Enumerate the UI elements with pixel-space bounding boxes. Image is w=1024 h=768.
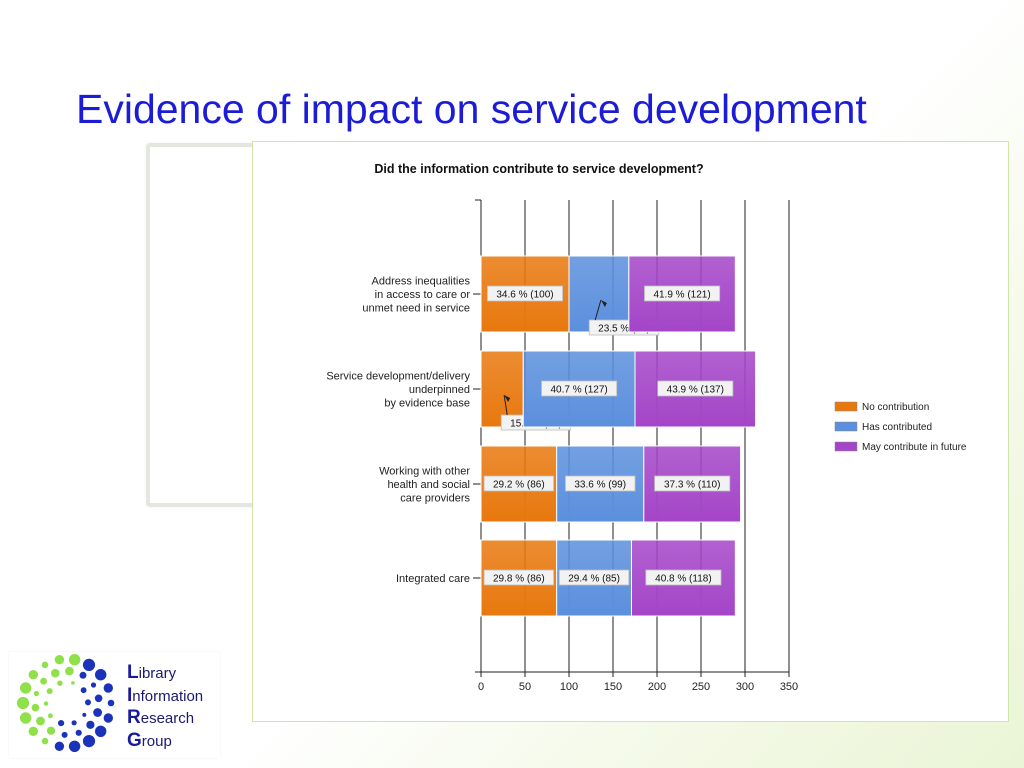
data-label: 37.3 % (110) — [664, 480, 721, 491]
logo-dot — [71, 720, 77, 726]
logo-dot — [20, 682, 32, 694]
logo-dot — [86, 720, 95, 729]
logo-dot — [68, 740, 81, 752]
x-tick-label: 100 — [560, 681, 578, 693]
logo-dot — [43, 701, 49, 706]
logo-dot — [95, 725, 107, 737]
legend-label-has-contributed: Has contributed — [862, 422, 932, 433]
logo-dot — [54, 655, 65, 665]
logo-dot — [57, 680, 63, 686]
logo-dot — [28, 670, 38, 680]
logo-dot — [82, 658, 96, 671]
x-tick-label: 50 — [519, 681, 531, 693]
data-label-box — [654, 475, 731, 492]
logo-dot — [51, 668, 60, 678]
logo-dot — [103, 683, 114, 693]
category-label: Address inequalities in access to care or… — [362, 276, 470, 315]
logo-dot — [80, 687, 87, 694]
logo-dot — [33, 690, 39, 697]
logo-dot — [95, 669, 107, 681]
data-label-box — [657, 380, 734, 397]
bar-no-contribution — [480, 350, 524, 428]
data-label-arrow — [600, 300, 607, 307]
stacked-bar-chart: Did the information contribute to servic… — [326, 162, 967, 693]
logo-dot — [46, 688, 53, 695]
logo-dots-icon — [16, 654, 115, 752]
lirg-logo: Library Information Research Group — [9, 652, 220, 758]
logo-dot — [65, 666, 74, 676]
x-tick-label: 200 — [648, 681, 666, 693]
category-label: Working with other health and social care … — [379, 466, 470, 505]
logo-dot — [71, 681, 75, 685]
data-label-leader — [503, 394, 508, 416]
logo-dot — [82, 735, 96, 748]
logo-dot — [54, 741, 65, 751]
logo-dot — [103, 713, 114, 723]
data-label: 23.5 % (68) — [598, 324, 650, 335]
data-label: 40.8 % (118) — [655, 574, 712, 585]
data-label-box — [486, 285, 563, 302]
logo-dot — [40, 677, 47, 685]
legend-swatch-has-contributed — [834, 421, 858, 432]
category-label: Integrated care — [396, 573, 470, 585]
data-label-box — [645, 569, 722, 586]
chart-panel: Did the information contribute to servic… — [252, 141, 1009, 722]
data-label-box — [558, 569, 630, 586]
logo-dot — [90, 682, 97, 688]
data-label-arrow — [504, 395, 511, 402]
data-label: 40.7 % (127) — [550, 385, 607, 396]
data-label-box — [565, 475, 636, 492]
bar-has-contributed — [568, 255, 630, 333]
data-label-leader — [594, 299, 602, 321]
logo-dot — [68, 654, 81, 666]
logo-dot — [46, 726, 56, 735]
legend-swatch-may-contribute — [834, 441, 858, 452]
data-label: 43.9 % (137) — [667, 385, 724, 396]
legend-swatch-no-contribution — [834, 401, 858, 412]
logo-dot — [31, 703, 40, 712]
data-label: 29.4 % (85) — [568, 574, 620, 585]
logo-dot — [48, 713, 53, 719]
logo-line-group: Group — [127, 729, 172, 751]
category-label: Service development/delivery underpinned b… — [326, 371, 470, 410]
logo-dot — [75, 729, 82, 736]
x-tick-label: 250 — [692, 681, 710, 693]
logo-dot — [41, 737, 49, 745]
data-label-box — [644, 285, 721, 302]
x-tick-label: 300 — [736, 681, 754, 693]
logo-dot — [16, 696, 30, 710]
data-label: 34.6 % (100) — [496, 290, 553, 301]
data-label-box — [541, 380, 618, 397]
data-label-box — [483, 475, 555, 492]
data-label: 33.6 % (99) — [574, 480, 626, 491]
logo-wordmark: Library Information Research Group — [127, 662, 203, 752]
logo-dot — [107, 699, 115, 707]
logo-dot — [82, 712, 87, 717]
x-tick-label: 150 — [604, 681, 622, 693]
logo-line-research: Research — [127, 707, 195, 728]
data-label: 41.9 % (121) — [653, 290, 710, 301]
slide-title: Evidence of impact on service developmen… — [76, 86, 867, 132]
legend-label-may-contribute: May contribute in future — [862, 442, 967, 453]
data-label-box — [483, 569, 555, 586]
logo-dot — [94, 694, 103, 703]
logo-dot — [79, 671, 87, 679]
logo-dot — [93, 708, 102, 717]
data-label: 29.2 % (86) — [493, 480, 545, 491]
logo-dot — [58, 720, 65, 727]
logo-dot — [41, 661, 49, 669]
data-label: 29.8 % (86) — [493, 574, 545, 585]
logo-dot — [20, 712, 32, 724]
logo-dot — [85, 699, 91, 706]
x-tick-label: 350 — [780, 681, 798, 693]
logo-dot — [28, 726, 38, 736]
logo-line-library: Library — [127, 662, 177, 683]
x-tick-label: 0 — [478, 681, 484, 693]
logo-dot — [36, 716, 45, 726]
logo-line-information: Information — [127, 684, 204, 706]
chart-title: Did the information contribute to servic… — [374, 162, 703, 176]
logo-dot — [61, 731, 68, 738]
legend-label-no-contribution: No contribution — [862, 402, 929, 413]
